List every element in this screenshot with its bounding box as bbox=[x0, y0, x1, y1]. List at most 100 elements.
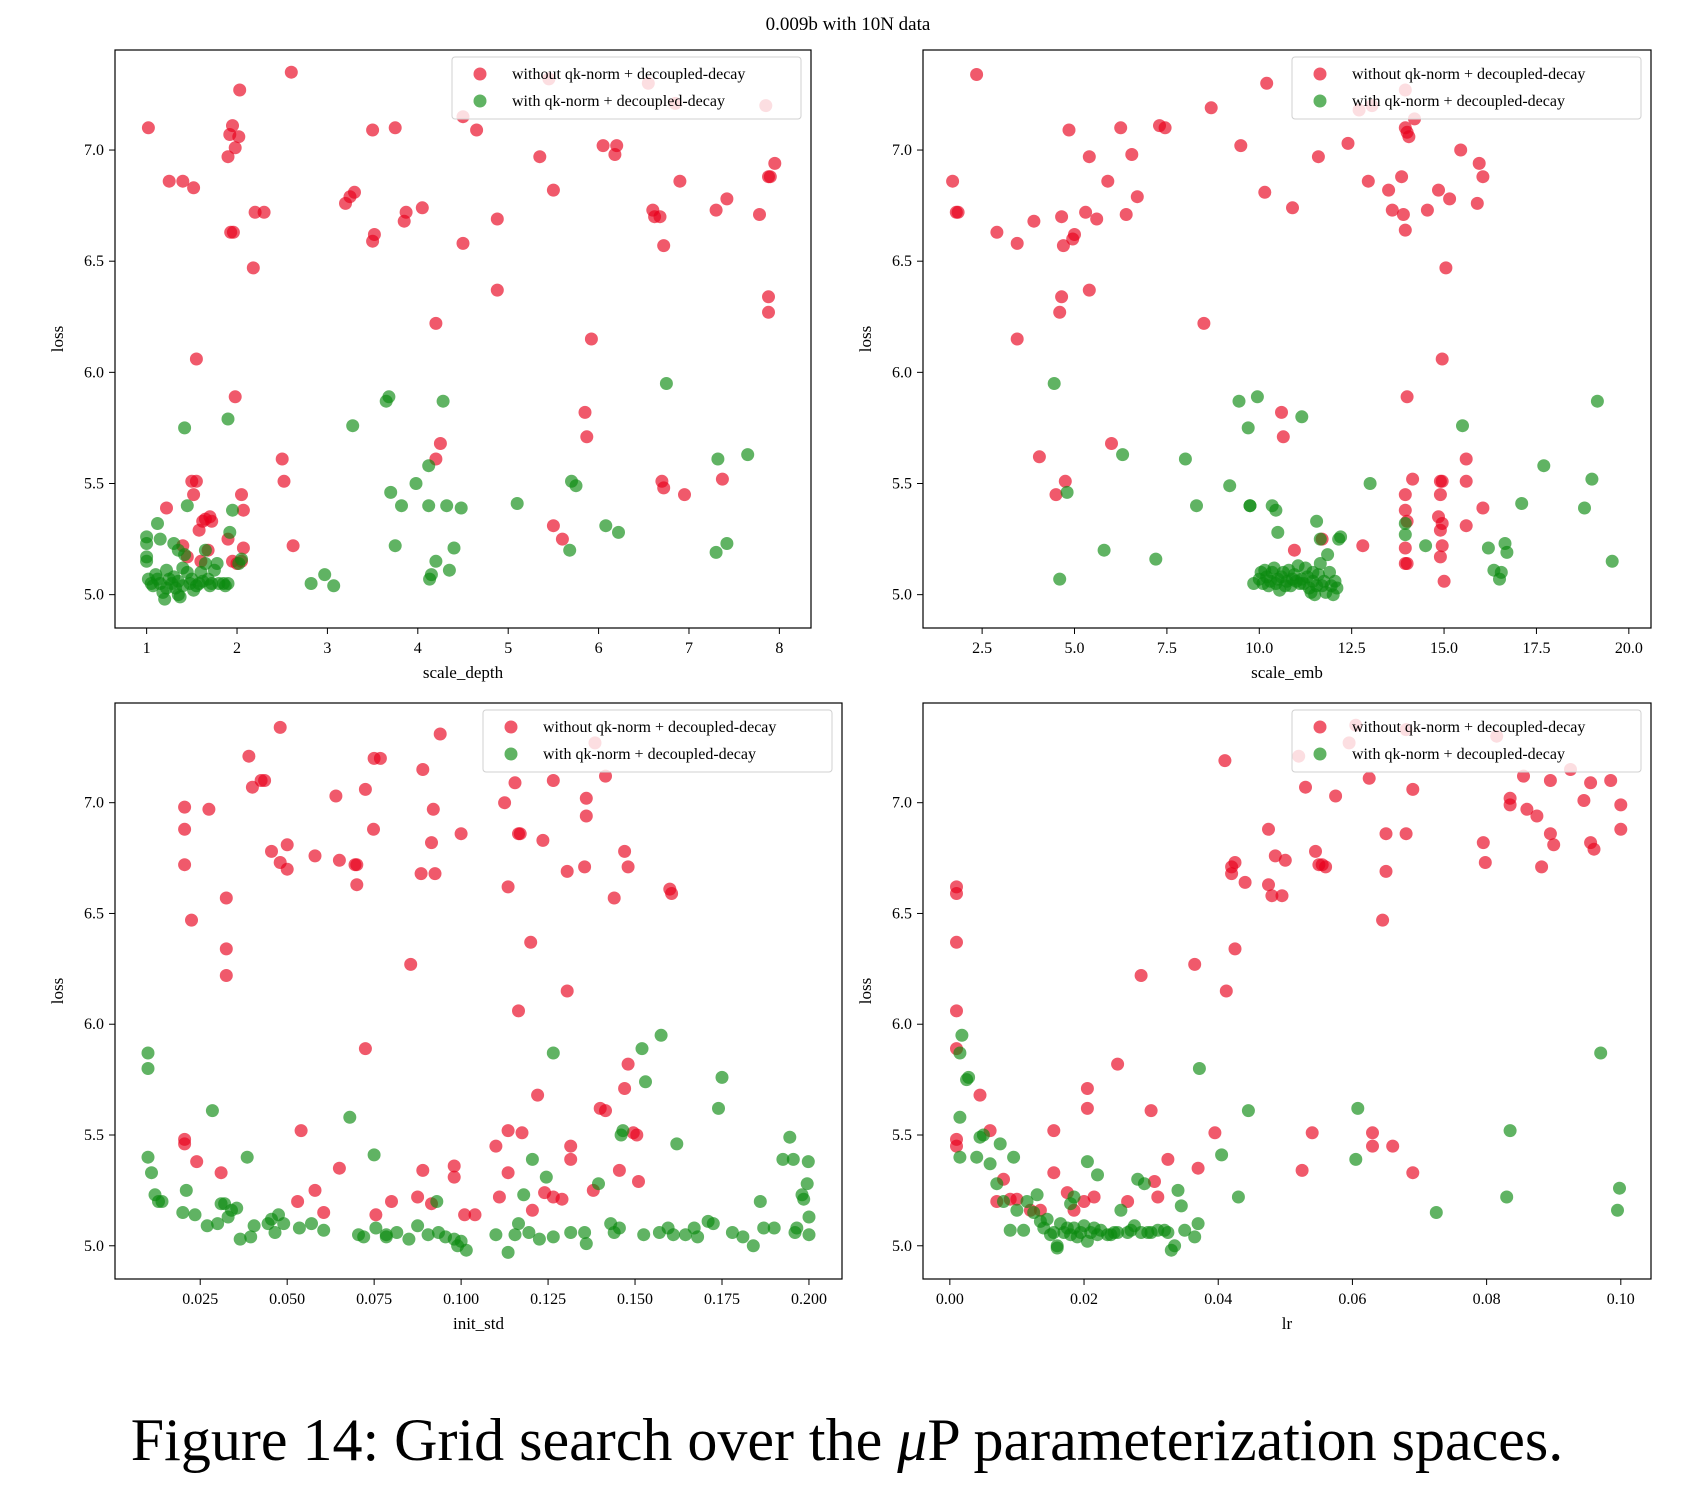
data-point bbox=[155, 1195, 169, 1208]
data-point bbox=[447, 541, 461, 555]
data-point bbox=[1114, 121, 1128, 135]
data-point bbox=[424, 568, 438, 582]
y-axis-label: loss bbox=[856, 978, 875, 1004]
caption-mu-symbol: μ bbox=[897, 1407, 928, 1473]
data-point bbox=[536, 833, 550, 847]
data-point bbox=[1197, 316, 1211, 330]
data-point bbox=[762, 305, 775, 319]
data-point bbox=[1543, 774, 1557, 787]
data-point bbox=[327, 579, 341, 593]
data-point bbox=[654, 1028, 668, 1042]
data-point bbox=[564, 1139, 578, 1153]
data-point bbox=[280, 838, 294, 852]
data-point bbox=[426, 802, 440, 816]
data-point bbox=[153, 532, 167, 546]
data-point bbox=[569, 479, 583, 493]
data-point bbox=[160, 501, 173, 515]
data-point bbox=[409, 477, 423, 490]
data-point bbox=[592, 1177, 605, 1191]
data-point bbox=[230, 1201, 244, 1215]
x-tick-label: 20.0 bbox=[1615, 640, 1643, 657]
data-point bbox=[560, 984, 574, 998]
x-tick-label: 4 bbox=[414, 640, 422, 657]
data-point bbox=[1121, 1195, 1135, 1208]
data-point bbox=[1547, 838, 1561, 852]
data-point bbox=[1027, 1206, 1041, 1219]
data-point bbox=[1130, 190, 1144, 204]
plot-frame bbox=[114, 702, 843, 1280]
data-point bbox=[970, 68, 984, 81]
data-point bbox=[1396, 208, 1410, 221]
data-point bbox=[1476, 836, 1490, 850]
data-point bbox=[950, 935, 963, 949]
series-green bbox=[1047, 377, 1619, 602]
data-point bbox=[140, 537, 154, 550]
data-point bbox=[369, 1208, 383, 1222]
data-point bbox=[800, 1177, 814, 1191]
data-point bbox=[1060, 485, 1074, 499]
data-point bbox=[635, 1042, 649, 1056]
data-point bbox=[1218, 754, 1232, 768]
legend-box bbox=[482, 709, 833, 773]
data-point bbox=[1215, 1148, 1229, 1162]
data-point bbox=[1062, 123, 1076, 137]
data-point bbox=[198, 543, 212, 557]
x-tick-label: 0.200 bbox=[791, 1291, 827, 1308]
data-point bbox=[1055, 210, 1069, 224]
data-point bbox=[348, 185, 361, 199]
data-point bbox=[955, 1028, 969, 1042]
data-point bbox=[1341, 136, 1355, 150]
data-point bbox=[428, 867, 442, 881]
x-tick-label: 0.00 bbox=[936, 1291, 964, 1308]
data-point bbox=[1472, 156, 1486, 170]
y-tick-label: 6.0 bbox=[84, 364, 104, 381]
data-point bbox=[1161, 1152, 1175, 1166]
data-point bbox=[470, 123, 484, 137]
y-tick-label: 6.5 bbox=[892, 905, 912, 922]
data-point bbox=[993, 1137, 1007, 1151]
data-point bbox=[1406, 782, 1420, 796]
data-point bbox=[1007, 1150, 1021, 1164]
data-point bbox=[1056, 239, 1070, 253]
data-point bbox=[1432, 183, 1445, 197]
data-point bbox=[422, 499, 436, 513]
data-point bbox=[1010, 1192, 1024, 1206]
data-point bbox=[1494, 565, 1508, 579]
data-point bbox=[178, 858, 192, 872]
data-point bbox=[1433, 550, 1447, 564]
data-point bbox=[291, 1195, 305, 1208]
data-point bbox=[178, 822, 192, 836]
data-point bbox=[1433, 523, 1447, 537]
data-point bbox=[1191, 1217, 1205, 1231]
data-point bbox=[1319, 860, 1333, 874]
data-point bbox=[1268, 849, 1282, 863]
data-point bbox=[332, 1161, 346, 1175]
data-point bbox=[1030, 1188, 1044, 1202]
data-point bbox=[317, 1206, 331, 1219]
data-point bbox=[178, 421, 192, 435]
data-point bbox=[621, 1057, 635, 1071]
data-point bbox=[720, 192, 734, 206]
data-point bbox=[257, 205, 271, 219]
data-point bbox=[205, 514, 219, 528]
x-tick-label: 0.175 bbox=[704, 1291, 740, 1308]
data-point bbox=[158, 592, 172, 606]
data-point bbox=[1275, 405, 1288, 419]
data-point bbox=[178, 1137, 192, 1151]
data-point bbox=[1032, 450, 1046, 464]
plot-frame bbox=[922, 49, 1652, 629]
data-point bbox=[673, 174, 687, 188]
data-point bbox=[1578, 501, 1591, 515]
data-point bbox=[454, 501, 468, 515]
data-point bbox=[725, 1226, 739, 1239]
data-point bbox=[599, 519, 613, 533]
data-point bbox=[990, 225, 1004, 239]
data-point bbox=[202, 802, 216, 816]
data-point bbox=[1399, 827, 1413, 841]
data-point bbox=[801, 1155, 815, 1169]
data-point bbox=[1605, 554, 1619, 568]
data-point bbox=[691, 1230, 705, 1244]
data-point bbox=[221, 577, 235, 590]
data-point bbox=[228, 141, 242, 155]
x-axis-label: scale_depth bbox=[423, 663, 504, 682]
